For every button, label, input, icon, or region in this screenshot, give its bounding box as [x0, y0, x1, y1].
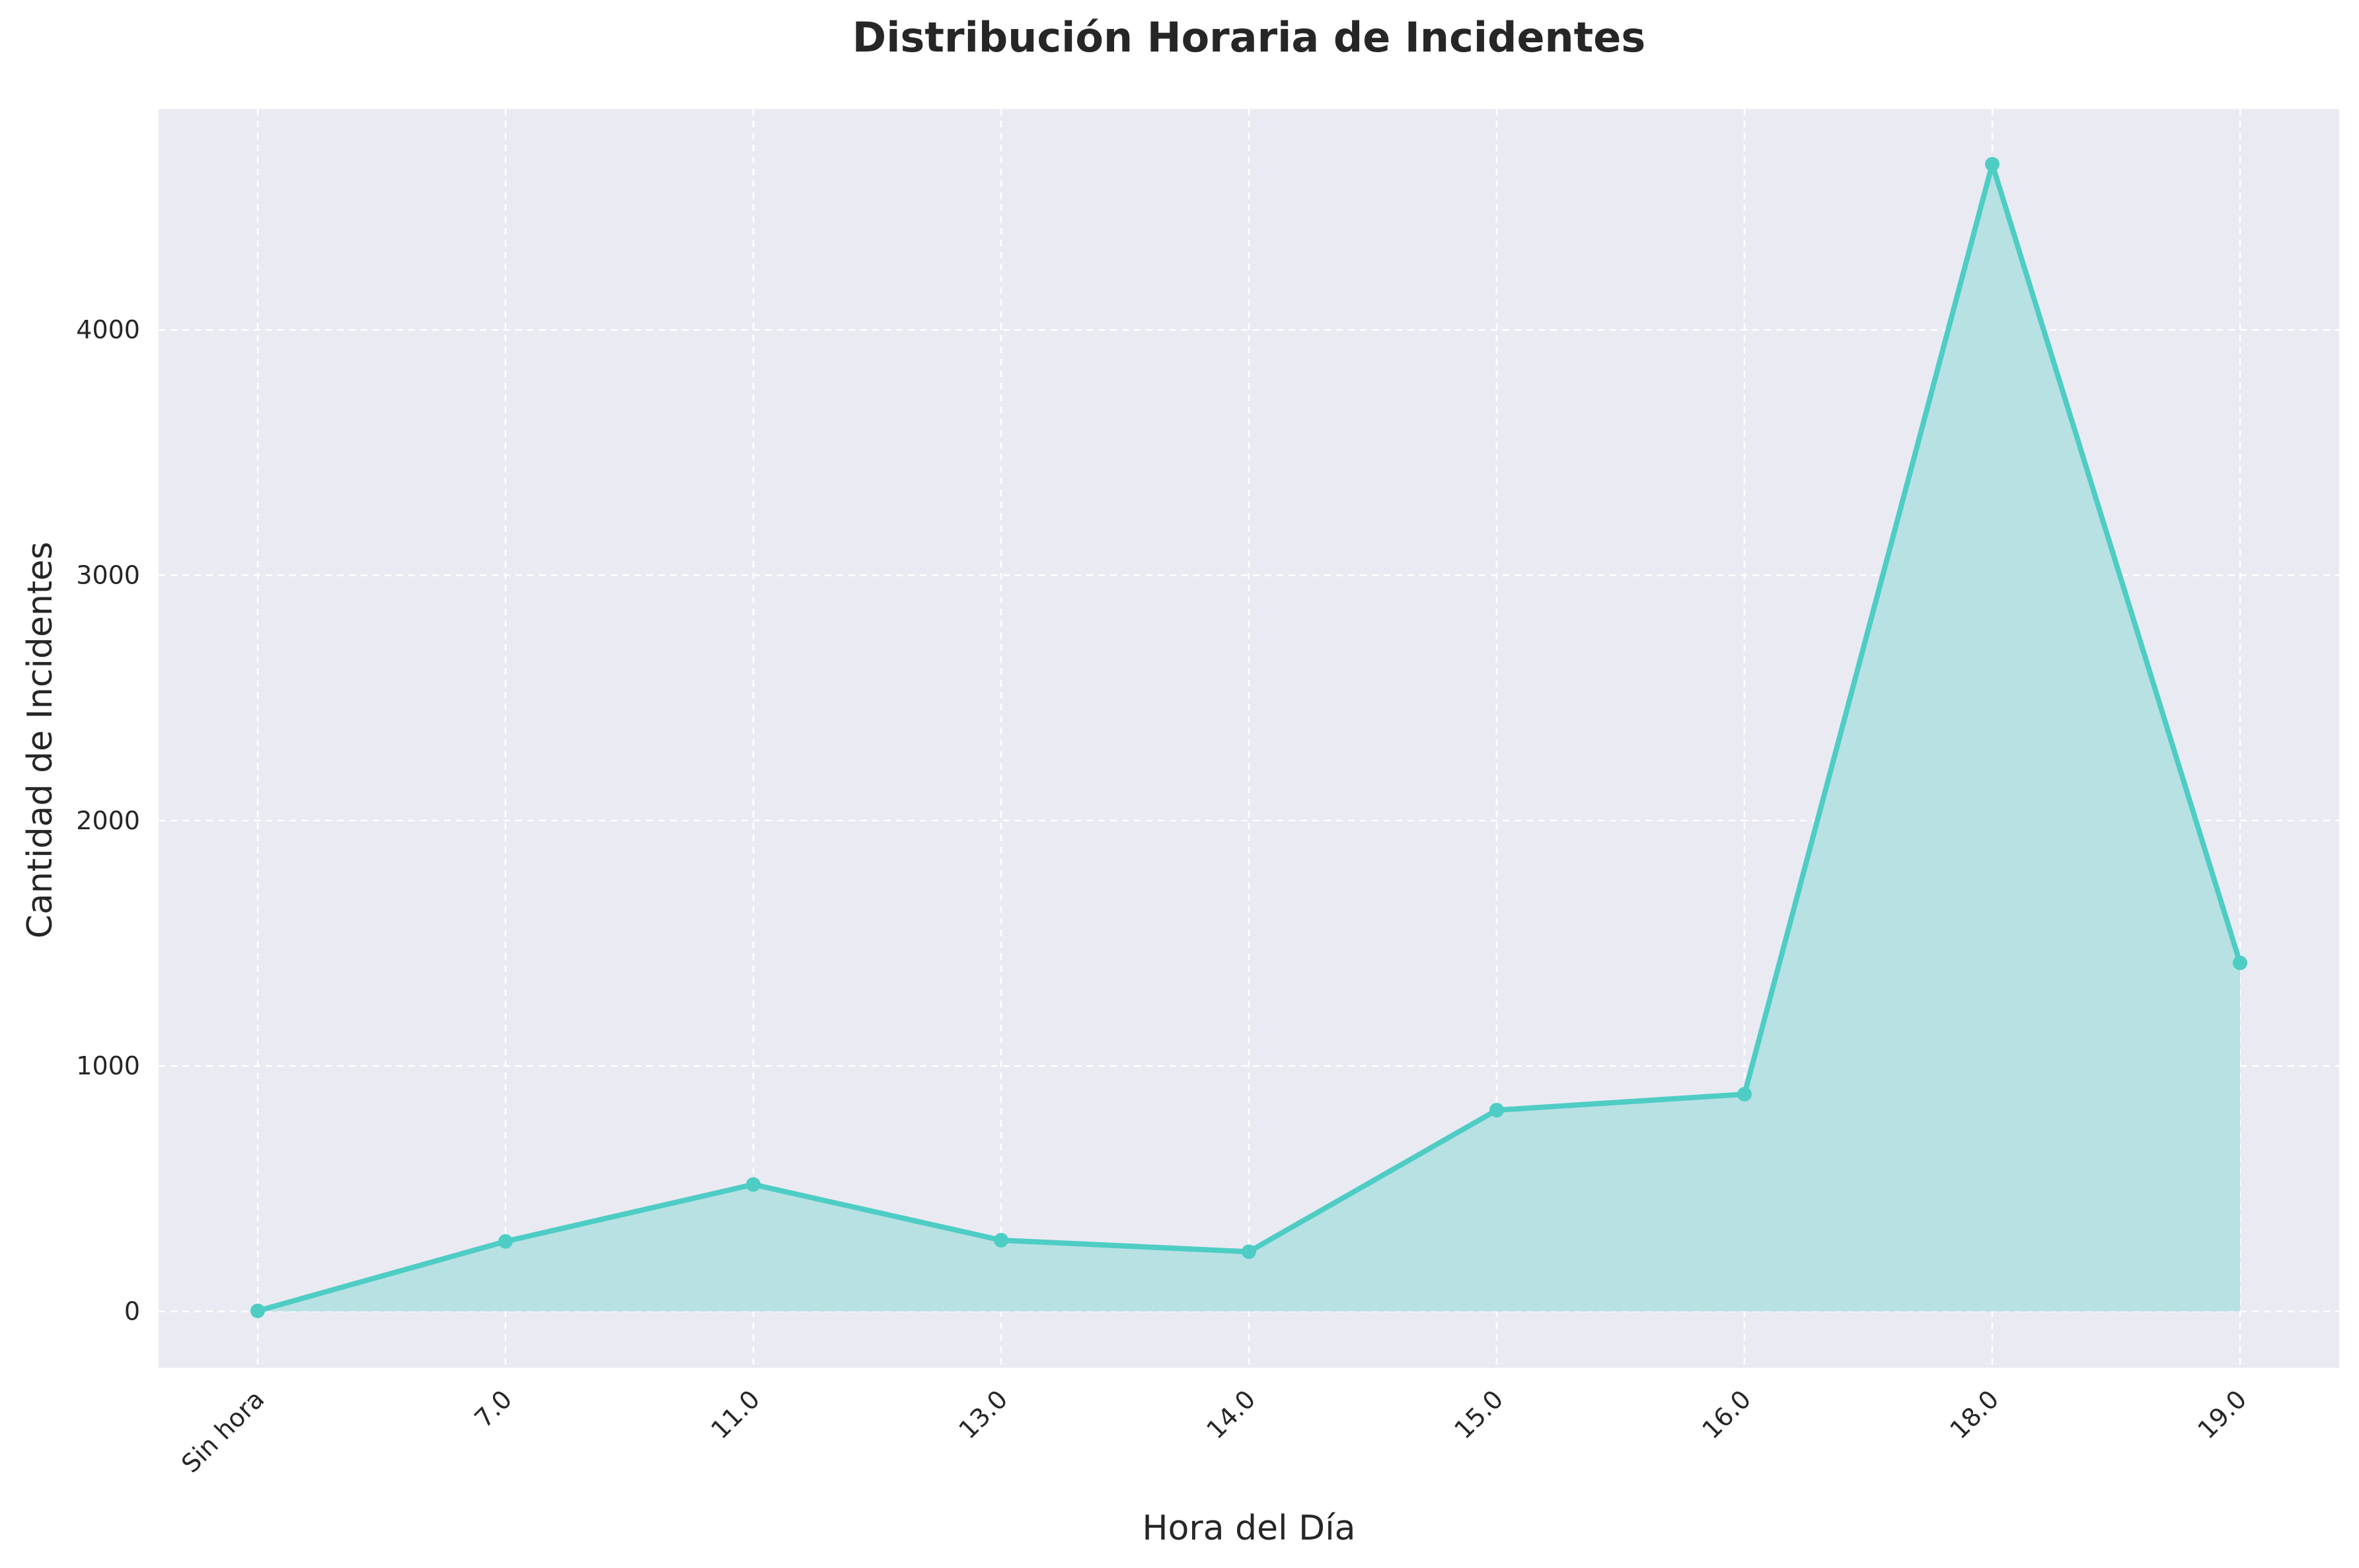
y-tick-label: 1000	[76, 1051, 140, 1080]
y-tick-label: 2000	[76, 806, 140, 835]
x-tick-label: 19.0	[2192, 1384, 2252, 1444]
data-point	[1985, 157, 2000, 172]
x-tick-label: 11.0	[705, 1384, 765, 1444]
x-tick-label: 7.0	[469, 1384, 518, 1433]
x-tick-label: 13.0	[953, 1384, 1013, 1444]
x-tick-label: 18.0	[1944, 1384, 2004, 1444]
x-tick-label: 15.0	[1448, 1384, 1509, 1444]
data-point	[1737, 1086, 1752, 1101]
x-axis-label: Hora del Día	[1142, 1509, 1355, 1548]
data-point	[2233, 955, 2247, 971]
y-tick-label: 0	[124, 1297, 140, 1326]
y-axis-ticks: 0 1000 2000 3000 4000	[76, 315, 140, 1325]
x-tick-label: 16.0	[1696, 1384, 1756, 1444]
y-axis-label: Cantidad de Incidentes	[20, 542, 60, 939]
data-point	[250, 1303, 265, 1318]
y-tick-label: 4000	[76, 315, 140, 344]
x-tick-label: Sin hora	[176, 1384, 270, 1478]
chart-title: Distribución Horaria de Incidentes	[852, 13, 1645, 61]
area-fill	[258, 164, 2240, 1312]
y-tick-label: 3000	[76, 561, 140, 590]
data-point	[746, 1177, 761, 1192]
data-point	[994, 1232, 1008, 1248]
data-points	[250, 157, 2247, 1318]
data-point	[498, 1234, 513, 1249]
data-point	[1489, 1103, 1504, 1118]
data-point	[1242, 1244, 1256, 1259]
x-tick-label: 14.0	[1201, 1384, 1261, 1444]
x-axis-ticks: Sin hora 7.0 11.0 13.0 14.0 15.0 16.0 18.0 19.0	[176, 1384, 2252, 1478]
